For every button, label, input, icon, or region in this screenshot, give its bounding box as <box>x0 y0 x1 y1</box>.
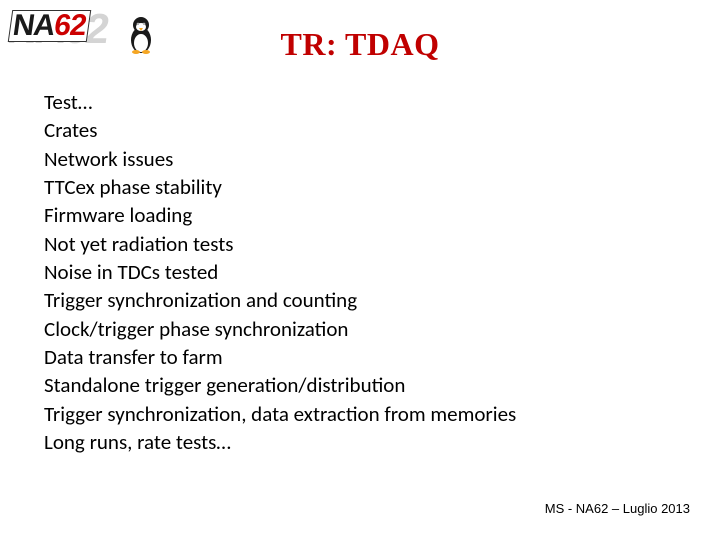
list-item: Standalone trigger generation/distributi… <box>44 371 700 399</box>
slide-title: TR: TDAQ <box>0 26 720 63</box>
list-item: Long runs, rate tests… <box>44 428 700 456</box>
list-item: Test… <box>44 88 700 116</box>
list-item: Trigger synchronization and counting <box>44 286 700 314</box>
list-item: Firmware loading <box>44 201 700 229</box>
list-item: Not yet radiation tests <box>44 230 700 258</box>
list-item: Crates <box>44 116 700 144</box>
content-list: Test… Crates Network issues TTCex phase … <box>44 88 700 456</box>
list-item: Trigger synchronization, data extraction… <box>44 400 700 428</box>
list-item: Network issues <box>44 145 700 173</box>
list-item: Data transfer to farm <box>44 343 700 371</box>
slide-footer: MS - NA62 – Luglio 2013 <box>545 501 690 516</box>
list-item: Noise in TDCs tested <box>44 258 700 286</box>
list-item: TTCex phase stability <box>44 173 700 201</box>
list-item: Clock/trigger phase synchronization <box>44 315 700 343</box>
